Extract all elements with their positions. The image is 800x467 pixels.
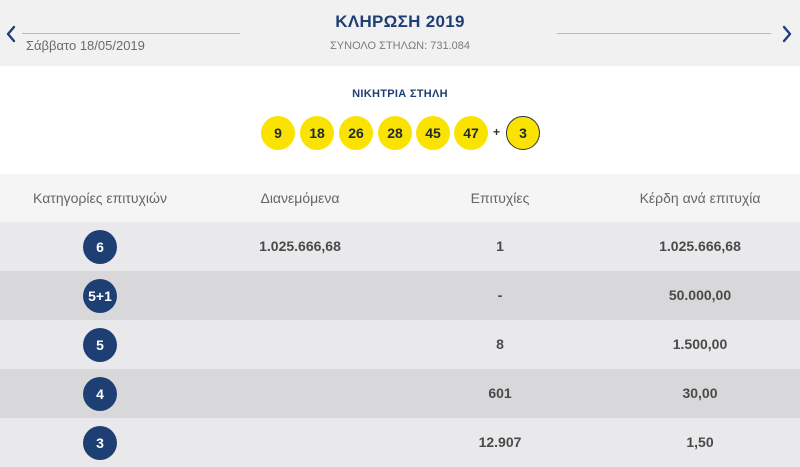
table-row: 5+1 - 50.000,00 xyxy=(0,271,800,320)
table-row: 3 12.907 1,50 xyxy=(0,418,800,467)
column-header-winners: Επιτυχίες xyxy=(470,190,530,206)
winners-count: 1 xyxy=(496,238,504,254)
prize-per-winner: 1.025.666,68 xyxy=(659,238,741,254)
header-divider-right xyxy=(557,33,771,34)
winning-numbers: 9 18 26 28 45 47 + 3 xyxy=(0,116,800,150)
header-divider-left xyxy=(22,33,240,34)
column-header-distributed: Διανεμόμενα xyxy=(260,190,340,206)
next-draw-button[interactable] xyxy=(776,22,796,46)
winners-count: 601 xyxy=(488,385,512,401)
winners-count: - xyxy=(497,287,503,303)
category-badge: 3 xyxy=(83,426,117,460)
previous-draw-button[interactable] xyxy=(2,22,22,46)
category-badge: 4 xyxy=(83,377,117,411)
draw-title: ΚΛΗΡΩΣΗ 2019 xyxy=(335,12,465,31)
bonus-number-ball: 3 xyxy=(506,116,540,150)
distributed-amount: 1.025.666,68 xyxy=(259,238,341,254)
winners-count: 8 xyxy=(496,336,504,352)
winning-number-ball: 18 xyxy=(300,116,334,150)
prize-table-header: Κατηγορίες επιτυχιών Διανεμόμενα Επιτυχί… xyxy=(0,174,800,222)
winning-column-title: ΝΙΚΗΤΡΙΑ ΣΤΗΛΗ xyxy=(352,88,448,100)
prize-per-winner: 30,00 xyxy=(682,385,718,401)
draw-header: Σάββατο 18/05/2019 ΚΛΗΡΩΣΗ 2019 ΣΥΝΟΛΟ Σ… xyxy=(0,0,800,66)
category-badge: 5+1 xyxy=(83,279,117,313)
winning-number-ball: 9 xyxy=(261,116,295,150)
plus-sign: + xyxy=(493,125,501,139)
table-row: 4 601 30,00 xyxy=(0,369,800,418)
table-row: 6 1.025.666,68 1 1.025.666,68 xyxy=(0,222,800,271)
prize-per-winner: 1,50 xyxy=(686,434,714,450)
column-header-category: Κατηγορίες επιτυχιών xyxy=(33,190,167,206)
winning-number-ball: 26 xyxy=(339,116,373,150)
draw-date: Σάββατο 18/05/2019 xyxy=(26,38,145,53)
category-badge: 6 xyxy=(83,230,117,264)
table-row: 5 8 1.500,00 xyxy=(0,320,800,369)
chevron-right-icon xyxy=(782,25,792,43)
winners-count: 12.907 xyxy=(478,434,522,450)
category-badge: 5 xyxy=(83,328,117,362)
winning-number-ball: 47 xyxy=(454,116,488,150)
winning-number-ball: 45 xyxy=(416,116,450,150)
total-columns: ΣΥΝΟΛΟ ΣΤΗΛΩΝ: 731.084 xyxy=(329,40,471,52)
column-header-prize: Κέρδη ανά επιτυχία xyxy=(639,190,761,206)
prize-per-winner: 50.000,00 xyxy=(668,287,732,303)
winning-number-ball: 28 xyxy=(378,116,412,150)
chevron-left-icon xyxy=(6,25,16,43)
prize-per-winner: 1.500,00 xyxy=(672,336,728,352)
